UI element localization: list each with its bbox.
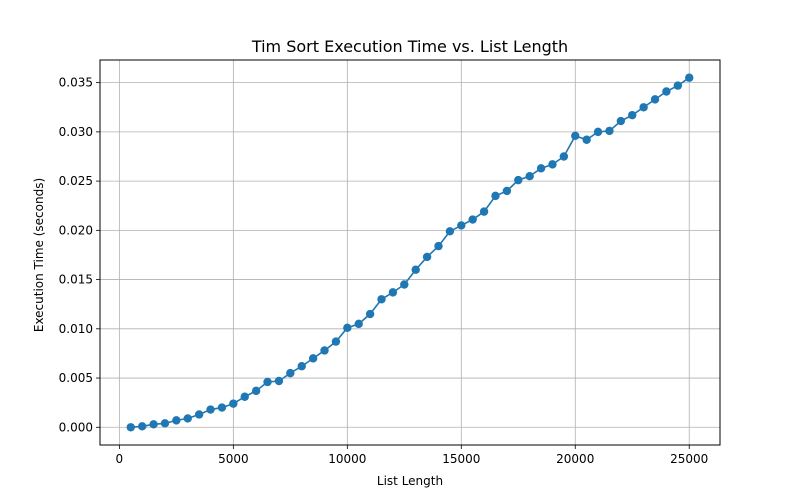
data-point: [149, 420, 158, 429]
plot-frame: [99, 59, 721, 446]
y-tick-label: 0.025: [59, 174, 93, 188]
data-point: [400, 280, 409, 289]
data-point: [297, 362, 306, 371]
data-point: [206, 405, 215, 414]
x-tick-label: 0: [116, 452, 124, 466]
y-tick-label: 0.030: [59, 125, 93, 139]
y-tick-label: 0.020: [59, 223, 93, 237]
data-point: [673, 81, 683, 90]
data-point: [559, 152, 569, 161]
data-point: [548, 160, 557, 169]
grid-lines: [100, 60, 720, 445]
data-point: [491, 191, 500, 201]
data-point: [286, 368, 295, 378]
data-point: [274, 376, 284, 386]
data-point: [662, 87, 671, 96]
x-axis-ticks: 0 5000 10000 15000 20000 25000: [116, 445, 708, 466]
data-point: [263, 377, 272, 387]
data-point: [593, 127, 603, 137]
y-axis-ticks: 0.000 0.005 0.010 0.015 0.020 0.025 0.030 0.035: [59, 76, 100, 434]
data-point: [411, 265, 420, 274]
data-point: [457, 221, 466, 230]
x-tick-label: 10000: [328, 452, 366, 466]
data-point: [377, 295, 386, 304]
data-point: [468, 215, 477, 224]
data-point: [229, 399, 238, 408]
data-point: [628, 110, 637, 120]
data-point: [331, 337, 341, 346]
data-point: [126, 423, 135, 432]
data-point: [172, 416, 181, 425]
y-tick-label: 0.015: [59, 273, 93, 287]
data-point: [194, 410, 204, 419]
data-point: [183, 414, 192, 423]
chart-title: Tim Sort Execution Time vs. List Length: [251, 37, 568, 56]
data-point: [479, 207, 489, 216]
data-point: [605, 126, 614, 136]
data-point: [502, 186, 512, 196]
data-point: [388, 288, 398, 297]
data-point: [639, 103, 648, 112]
x-tick-label: 20000: [556, 452, 594, 466]
x-axis-label: List Length: [377, 474, 443, 488]
data-point: [251, 386, 261, 396]
y-tick-label: 0.035: [59, 76, 93, 90]
y-tick-label: 0.000: [59, 420, 93, 434]
data-point: [571, 131, 580, 141]
data-point: [365, 309, 375, 319]
data-point: [137, 422, 147, 431]
data-point: [445, 227, 455, 236]
data-point: [525, 171, 534, 181]
x-tick-label: 15000: [442, 452, 480, 466]
y-tick-label: 0.010: [59, 322, 93, 336]
data-point: [650, 95, 660, 104]
data-point: [536, 164, 546, 173]
data-point: [685, 73, 694, 82]
x-tick-label: 25000: [670, 452, 708, 466]
data-point: [217, 403, 227, 412]
y-axis-label: Execution Time (seconds): [32, 178, 46, 332]
data-point: [343, 323, 352, 333]
data-point: [582, 135, 591, 144]
data-point: [422, 252, 432, 262]
data-point: [354, 319, 363, 329]
data-point: [616, 116, 626, 126]
data-point: [514, 175, 523, 185]
x-tick-label: 5000: [218, 452, 249, 466]
data-point: [240, 392, 249, 401]
y-tick-label: 0.005: [59, 371, 93, 385]
data-point: [160, 419, 170, 428]
data-series: [126, 73, 694, 432]
data-point: [308, 354, 318, 363]
data-point: [320, 346, 329, 355]
data-point: [434, 241, 443, 251]
